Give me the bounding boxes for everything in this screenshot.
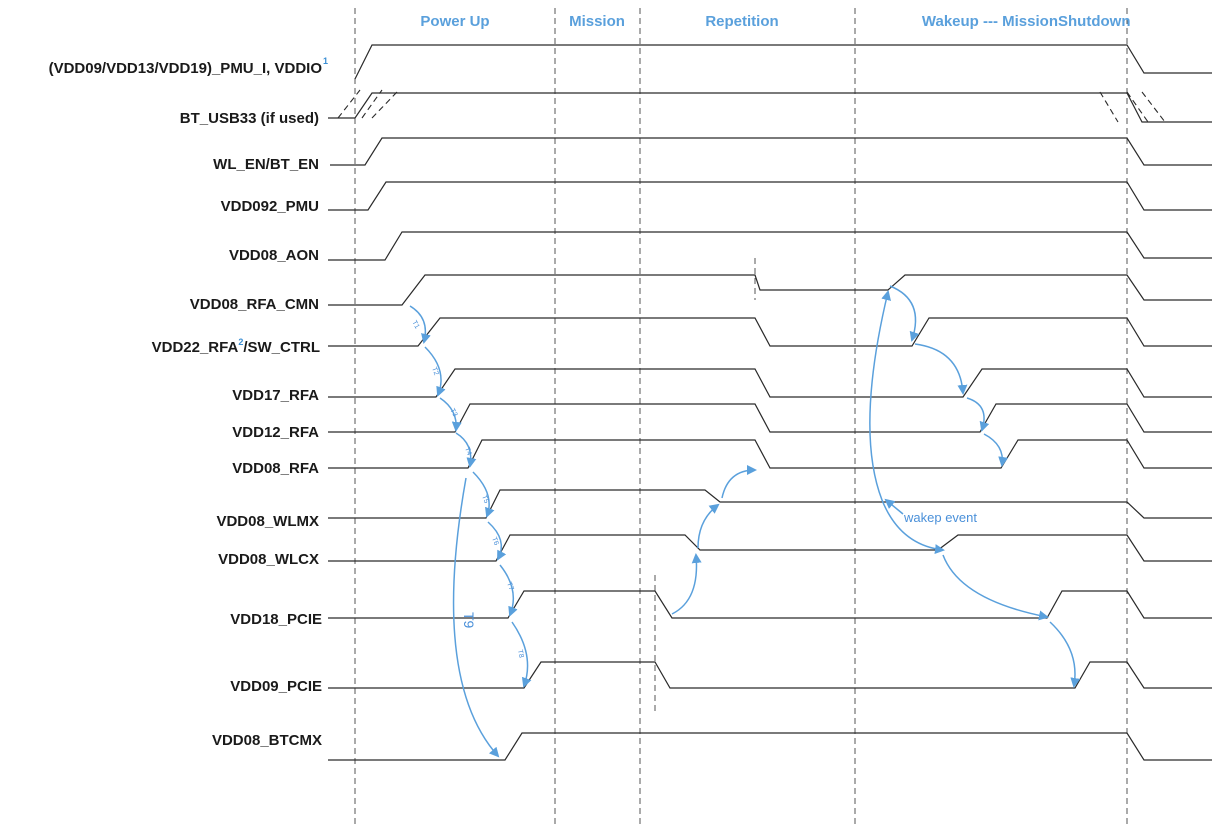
waveform-bt-usb33	[328, 93, 1212, 122]
phase-label-wakeup-mission: Wakeup --- Mission	[922, 13, 1058, 30]
phase-labels: Power Up Mission Repetition Wakeup --- M…	[420, 13, 1130, 30]
signal-label-bt-usb33: BT_USB33 (if used)	[180, 110, 319, 127]
signal-label-vdd08-wlcx: VDD08_WLCX	[218, 551, 319, 568]
waveform-pmu-vddio	[355, 45, 1212, 79]
waveform-wl-en-bt-en	[330, 138, 1212, 165]
arrow-wake-cmn-to-rfa22	[890, 286, 916, 340]
waveform-vdd08-aon	[328, 232, 1212, 260]
arrow-wake-wlcx-to-pcie18	[943, 555, 1047, 617]
label-t9: T9	[461, 612, 477, 629]
signal-label-vdd092-pmu: VDD092_PMU	[221, 198, 319, 215]
signal-label-pmu-vddio: (VDD09/VDD13/VDD19)_PMU_I, VDDIO	[49, 60, 323, 77]
signal-label-vdd09-pcie: VDD09_PCIE	[230, 678, 322, 695]
arrow-wake-rfa12-to-rfa08	[984, 434, 1002, 465]
waveform-vdd08-btcmx	[328, 733, 1212, 760]
arrow-wake-pcie18-to-pcie09	[1050, 622, 1075, 686]
signal-label-wl-en-bt-en: WL_EN/BT_EN	[213, 156, 319, 173]
phase-label-mission: Mission	[569, 13, 625, 30]
signal-label-vdd08-rfa-cmn: VDD08_RFA_CMN	[190, 296, 319, 313]
arrow-rep-pcie-to-wlcx	[672, 555, 697, 614]
waveform-bt-usb33-tolerance	[338, 90, 1165, 122]
waveform-vdd08-rfa-cmn	[328, 275, 1212, 305]
signal-label-vdd22-rfa-sw-ctrl: VDD22_RFA2/SW_CTRL	[152, 337, 320, 356]
label-t6: T6	[490, 536, 499, 546]
waveform-vdd18-pcie	[328, 591, 1212, 618]
signal-label-vdd17-rfa: VDD17_RFA	[232, 387, 319, 404]
phase-boundaries	[355, 8, 1127, 826]
signal-label-pmu-vddio-footnote: 1	[323, 56, 328, 66]
waveform-vdd092-pmu	[328, 182, 1212, 210]
vdd22-suffix: /SW_CTRL	[243, 339, 320, 356]
arrow-wake-rfa17-to-rfa12	[967, 398, 984, 430]
signal-label-vdd08-rfa: VDD08_RFA	[232, 460, 319, 477]
signal-label-vdd12-rfa: VDD12_RFA	[232, 424, 319, 441]
phase-label-power-up: Power Up	[420, 13, 489, 30]
sequence-arrows-repetition	[672, 470, 755, 614]
signal-label-vdd18-pcie: VDD18_PCIE	[230, 611, 322, 628]
arrow-wake-rfa22-to-rfa17	[915, 344, 963, 393]
label-t8: T8	[516, 649, 524, 658]
phase-label-repetition: Repetition	[705, 13, 778, 30]
arrow-rep-wlmx-to-rfa	[722, 470, 755, 498]
label-t1: T1	[410, 320, 420, 331]
label-t5: T5	[480, 494, 489, 504]
phase-label-shutdown: Shutdown	[1058, 13, 1130, 30]
waveform-vdd17-rfa	[328, 369, 1212, 397]
wake-event-label: wakep event	[903, 510, 977, 525]
waveform-vdd12-rfa	[328, 404, 1212, 432]
arrow-rep-wlcx-to-wlmx	[698, 505, 718, 548]
waveforms	[328, 45, 1212, 760]
vdd22-prefix: VDD22_RFA	[152, 339, 239, 356]
signal-label-vdd08-wlmx: VDD08_WLMX	[216, 513, 319, 530]
label-t2: T2	[430, 366, 439, 376]
label-t3: T3	[448, 408, 458, 419]
signal-label-vdd08-aon: VDD08_AON	[229, 247, 319, 264]
signal-label-vdd08-btcmx: VDD08_BTCMX	[212, 732, 322, 749]
waveform-vdd08-rfa	[328, 440, 1212, 468]
signal-labels: (VDD09/VDD13/VDD19)_PMU_I, VDDIO 1 BT_US…	[49, 56, 328, 749]
waveform-vdd08-wlcx	[328, 535, 1212, 561]
waveform-vdd22-rfa	[328, 318, 1212, 346]
